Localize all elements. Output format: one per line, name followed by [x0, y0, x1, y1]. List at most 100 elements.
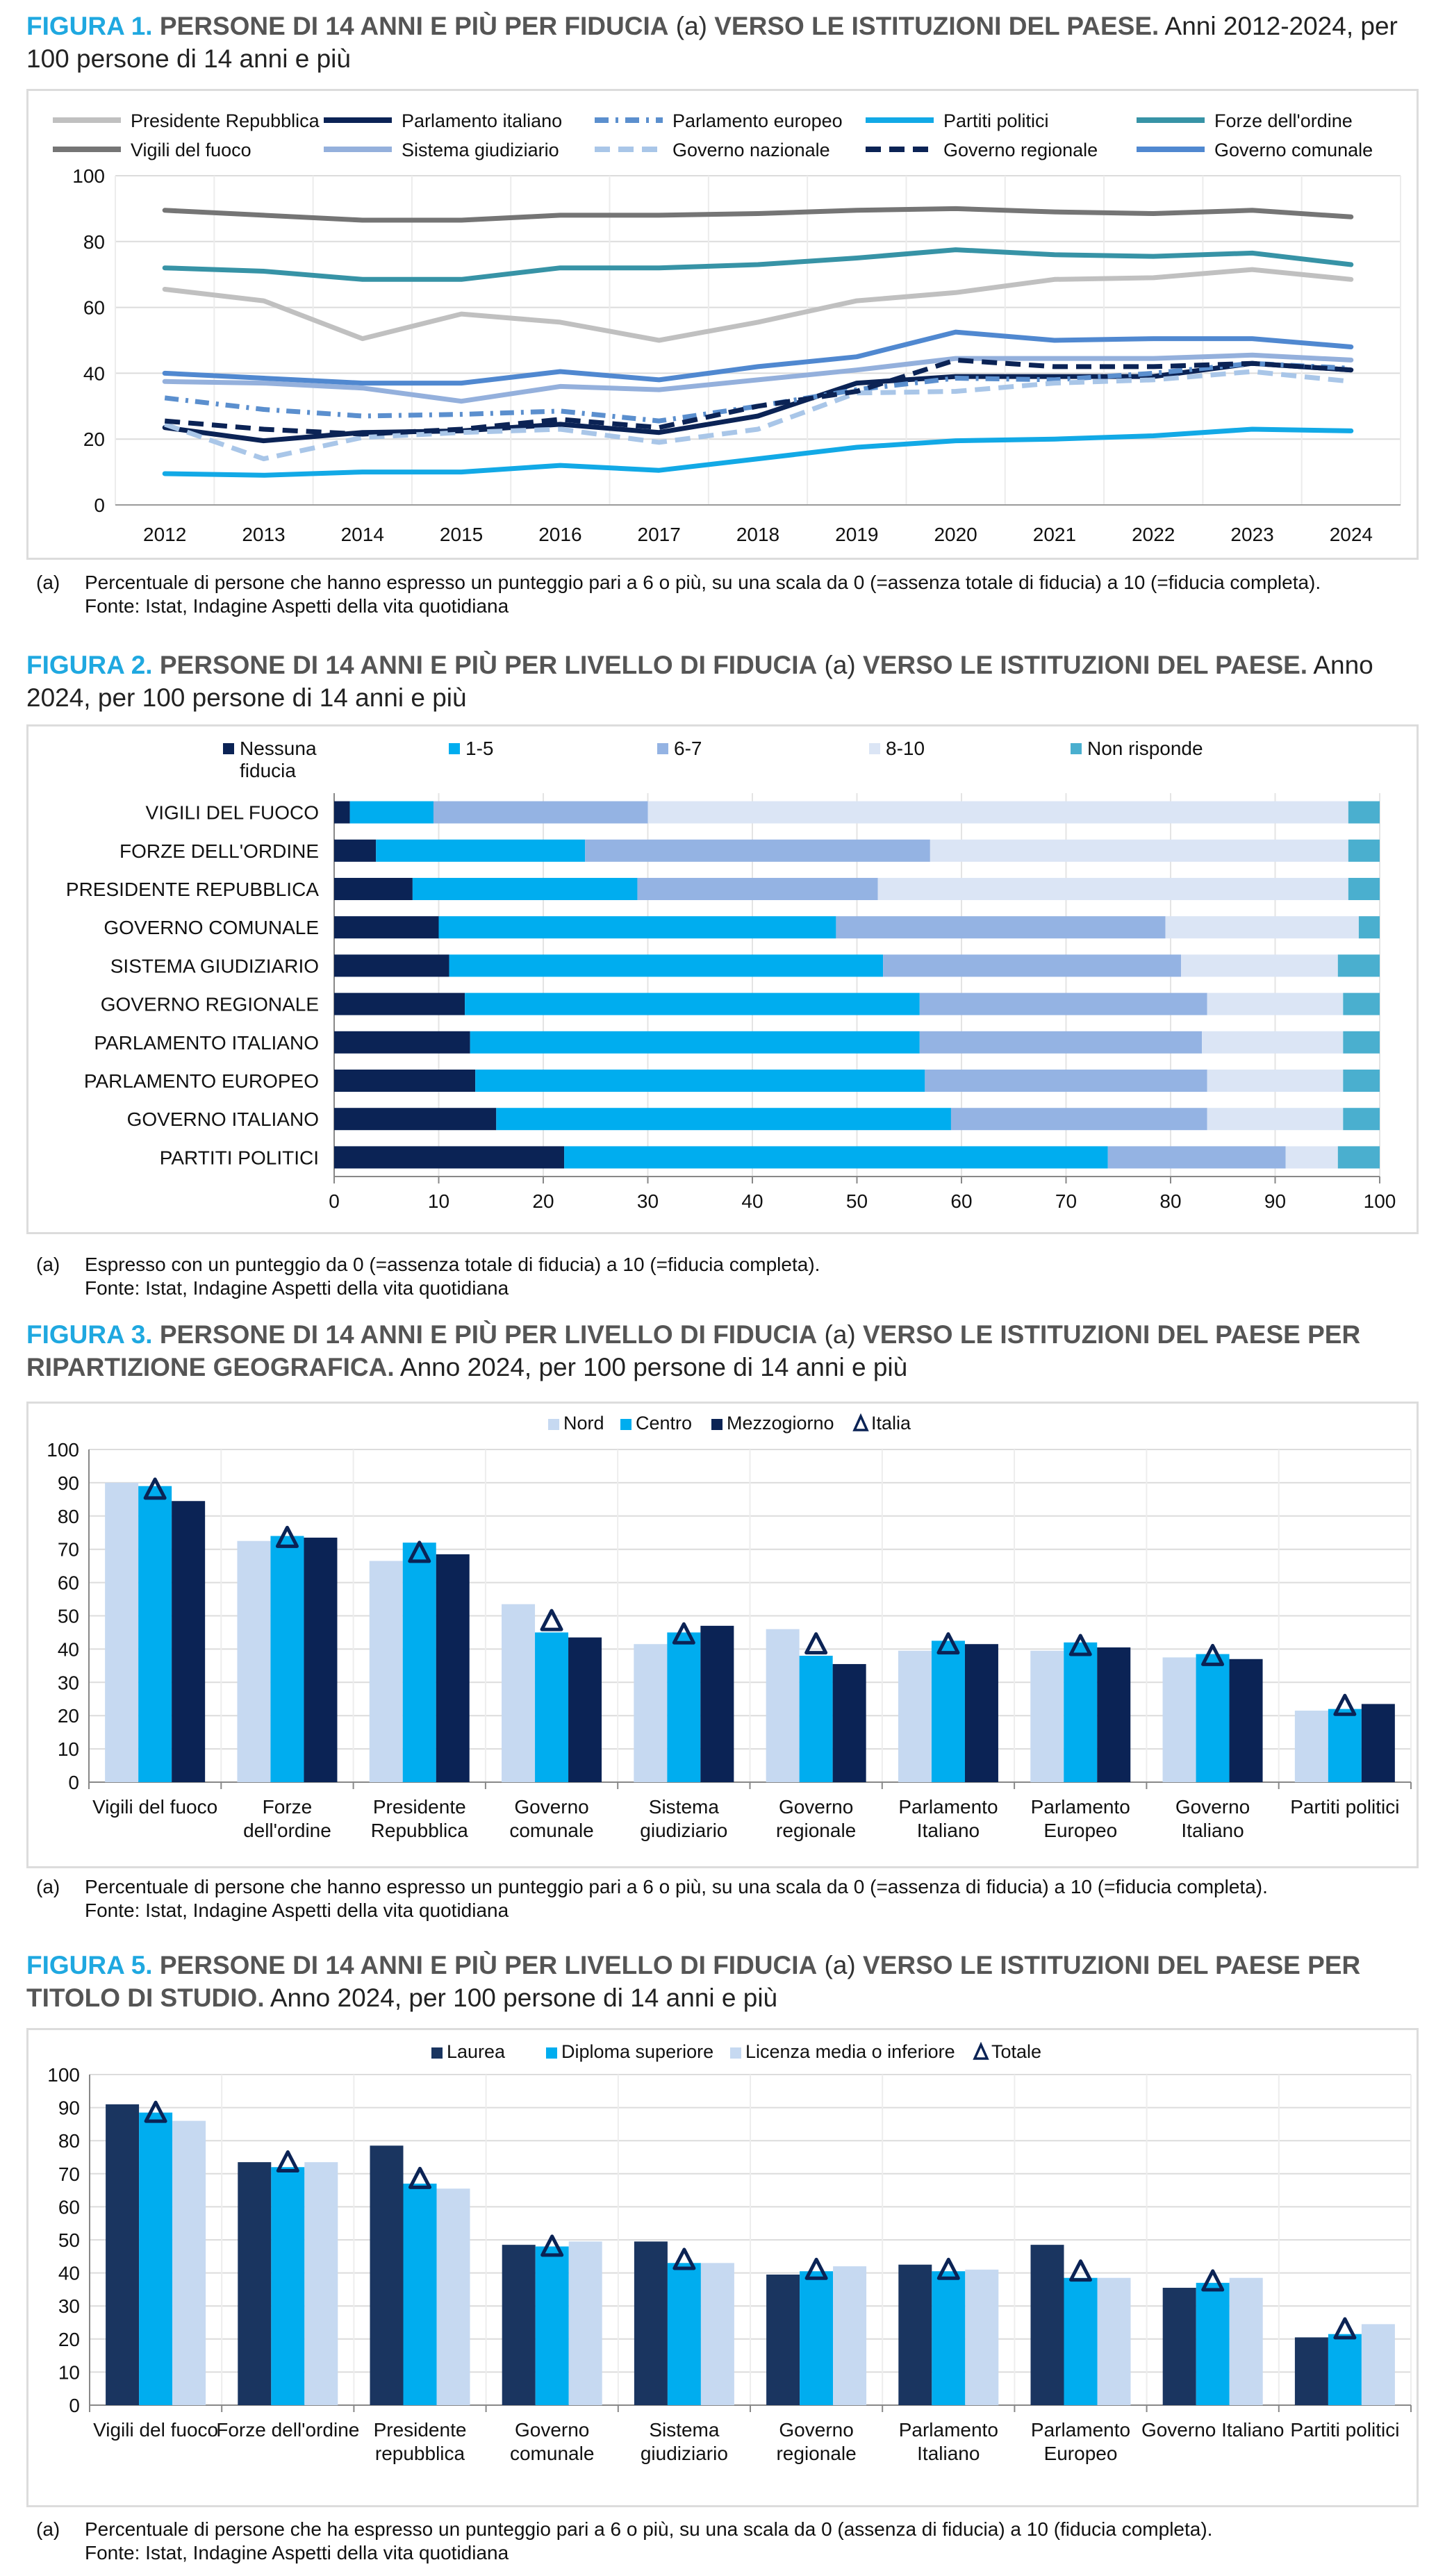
category-label-parlamento-italiano: PARLAMENTO ITALIANO	[94, 1032, 319, 1054]
category-label-governo-comunale-1: comunale	[510, 2443, 594, 2464]
category-label-sistema-giudiziario-1: giudiziario	[641, 2443, 728, 2464]
figure1-title-regular: Anni 2012-2024, per 100 persone di 14 an…	[26, 12, 1398, 73]
bar-sistema-giudiziario-non-risponde	[1337, 954, 1380, 977]
legend-swatch-non-risponde	[1071, 743, 1082, 754]
x-tick-label-0: 0	[329, 1190, 340, 1212]
bar-sistema-giudiziario-8-10	[1181, 954, 1338, 977]
category-label-governo-regionale-0: Governo	[779, 1796, 853, 1818]
bar-governo-comunale-nessuna-fiducia	[334, 916, 439, 939]
figure5-title-regular: Anno 2024, per 100 persone di 14 anni e …	[264, 1984, 778, 2012]
figure3-source: Fonte: Istat, Indagine Aspetti della vit…	[85, 1900, 509, 1921]
marker-governo-italiano-italia	[1201, 1643, 1225, 1666]
x-tick-label-2017: 2017	[638, 524, 681, 545]
series-line-forze-dell-ordine	[162, 247, 1354, 282]
bar-parlamento-italiano-nessuna-fiducia	[334, 1031, 470, 1054]
category-label-presidente-repubblica-1: Repubblica	[371, 1820, 469, 1841]
x-tick-label-30: 30	[637, 1190, 659, 1212]
bar-forze-dell-ordine-centro	[270, 1536, 304, 1782]
marker-forze-dell-ordine-totale	[276, 2150, 299, 2173]
x-tick-label-90: 90	[1264, 1190, 1286, 1212]
bar-governo-comunale-diploma-superiore	[535, 2246, 569, 2405]
x-tick-label-2014: 2014	[341, 524, 384, 545]
y-tick-label-20: 20	[58, 1705, 79, 1727]
category-label-sistema-giudiziario: SISTEMA GIUDIZIARIO	[110, 955, 319, 977]
marker-forze-dell-ordine-italia	[275, 1525, 299, 1548]
x-tick-label-20: 20	[532, 1190, 554, 1212]
legend-label-nessuna-fiducia-0: Nessuna	[240, 738, 317, 759]
category-label-partiti-politici: PARTITI POLITICI	[160, 1147, 319, 1168]
figure3-title-bold-a: PERSONE DI 14 ANNI E PIÙ PER LIVELLO DI …	[159, 1320, 818, 1349]
marker-presidente-repubblica-totale	[408, 2166, 431, 2189]
bar-governo-comunale-non-risponde	[1358, 916, 1380, 939]
x-tick-label-2019: 2019	[835, 524, 878, 545]
figure3-note: (a) Percentuale di persone che hanno esp…	[36, 1875, 1426, 1922]
legend-label-1-5-0: 1-5	[465, 738, 493, 759]
figure1-title-note: (a)	[668, 12, 715, 40]
y-tick-label-0: 0	[94, 495, 105, 516]
bar-governo-regionale-non-risponde	[1343, 992, 1380, 1015]
figure3-title: FIGURA 3. PERSONE DI 14 ANNI E PIÙ PER L…	[26, 1318, 1423, 1383]
x-tick-label-2022: 2022	[1132, 524, 1175, 545]
y-tick-label-60: 60	[58, 1572, 79, 1594]
bar-governo-comunale-laurea	[502, 2245, 536, 2405]
series-line-presidente-repubblica	[162, 267, 1354, 343]
figure3-note-text: Percentuale di persone che hanno espress…	[85, 1876, 1268, 1897]
x-tick-label-2012: 2012	[143, 524, 186, 545]
bar-sistema-giudiziario-diploma-superiore	[667, 2263, 701, 2405]
legend-item-partiti-politici: Partiti politici	[866, 110, 1049, 131]
x-tick-label-2021: 2021	[1033, 524, 1076, 545]
legend-label-governo-regionale: Governo regionale	[943, 140, 1098, 160]
figure1-title: FIGURA 1. PERSONE DI 14 ANNI E PIÙ PER F…	[26, 10, 1423, 75]
bar-governo-italiano-licenza-media-o-inferiore	[1229, 2277, 1263, 2405]
category-label-presidente-repubblica: PRESIDENTE REPUBBLICA	[66, 879, 319, 900]
y-tick-label-60: 60	[83, 297, 105, 319]
legend-label-totale: Totale	[991, 2041, 1041, 2062]
bar-parlamento-europeo-diploma-superiore	[1064, 2277, 1098, 2405]
marker-parlamento-italiano-totale	[936, 2257, 960, 2280]
figure1-title-bold-a: PERSONE DI 14 ANNI E PIÙ PER FIDUCIA	[159, 12, 669, 40]
figure5-note: (a) Percentuale di persone che ha espres…	[36, 2518, 1426, 2565]
marker-sistema-giudiziario-totale	[672, 2247, 696, 2270]
legend-label-forze-dell-ordine: Forze dell'ordine	[1214, 110, 1353, 131]
bar-vigili-del-fuoco-6-7	[433, 801, 648, 824]
legend-label-governo-nazionale: Governo nazionale	[672, 140, 830, 160]
x-tick-label-50: 50	[846, 1190, 868, 1212]
marker-partiti-politici-italia	[1333, 1693, 1357, 1716]
figure3-title-bold-b: VERSO LE ISTITUZIONI DEL PAESE PER RIPAR…	[26, 1320, 1361, 1381]
y-tick-label-50: 50	[58, 2229, 80, 2251]
bar-governo-italiano-nessuna-fiducia	[334, 1108, 497, 1131]
legend-label-parlamento-italiano: Parlamento italiano	[402, 110, 562, 131]
bar-sistema-giudiziario-licenza-media-o-inferiore	[700, 2263, 734, 2405]
y-tick-label-50: 50	[58, 1606, 79, 1627]
figure5-svg: Laurea Diploma superiore Licenza media o i…	[47, 2041, 1412, 2464]
y-tick-label-40: 40	[58, 1638, 79, 1660]
bar-governo-regionale-mezzogiorno	[832, 1663, 866, 1782]
bar-parlamento-italiano-licenza-media-o-inferiore	[965, 2269, 999, 2405]
bar-governo-comunale-nord	[502, 1604, 536, 1782]
bar-governo-italiano-mezzogiorno	[1229, 1659, 1263, 1782]
bar-parlamento-europeo-nord	[1030, 1650, 1064, 1782]
marker-vigili-del-fuoco-totale	[144, 2100, 167, 2123]
figure5-label: FIGURA 5.	[26, 1951, 153, 1979]
category-label-forze-dell-ordine: FORZE DELL'ORDINE	[119, 840, 319, 862]
figure1-note-text: Percentuale di persone che hanno espress…	[85, 572, 1321, 593]
legend-marker-italia	[852, 1413, 869, 1431]
category-label-governo-italiano: GOVERNO ITALIANO	[127, 1108, 319, 1130]
bar-sistema-giudiziario-nessuna-fiducia	[334, 954, 449, 977]
legend-label-presidente-repubblica: Presidente Repubblica	[131, 110, 320, 131]
category-label-presidente-repubblica-1: repubblica	[375, 2443, 465, 2464]
y-tick-label-100: 100	[72, 165, 105, 187]
figure5-note-text: Percentuale di persone che ha espresso u…	[85, 2518, 1213, 2540]
bar-parlamento-italiano-8-10	[1202, 1031, 1344, 1054]
figure1-chart: Presidente Repubblica Parlamento italiano…	[26, 89, 1419, 560]
bar-parlamento-italiano-6-7	[919, 1031, 1203, 1054]
bar-governo-italiano-non-risponde	[1343, 1108, 1380, 1131]
marker-partiti-politici-totale	[1333, 2317, 1357, 2340]
category-label-parlamento-italiano-1: Italiano	[917, 2443, 980, 2464]
category-label-governo-italiano-0: Governo Italiano	[1141, 2419, 1284, 2441]
figure2-title-bold-a: PERSONE DI 14 ANNI E PIÙ PER LIVELLO DI …	[159, 651, 818, 679]
figure2-title-regular: Anno 2024, per 100 persone di 14 anni e …	[26, 651, 1373, 712]
figure1-source: Fonte: Istat, Indagine Aspetti della vit…	[85, 595, 509, 617]
category-label-sistema-giudiziario-0: Sistema	[649, 2419, 720, 2441]
bar-sistema-giudiziario-centro	[667, 1632, 701, 1782]
